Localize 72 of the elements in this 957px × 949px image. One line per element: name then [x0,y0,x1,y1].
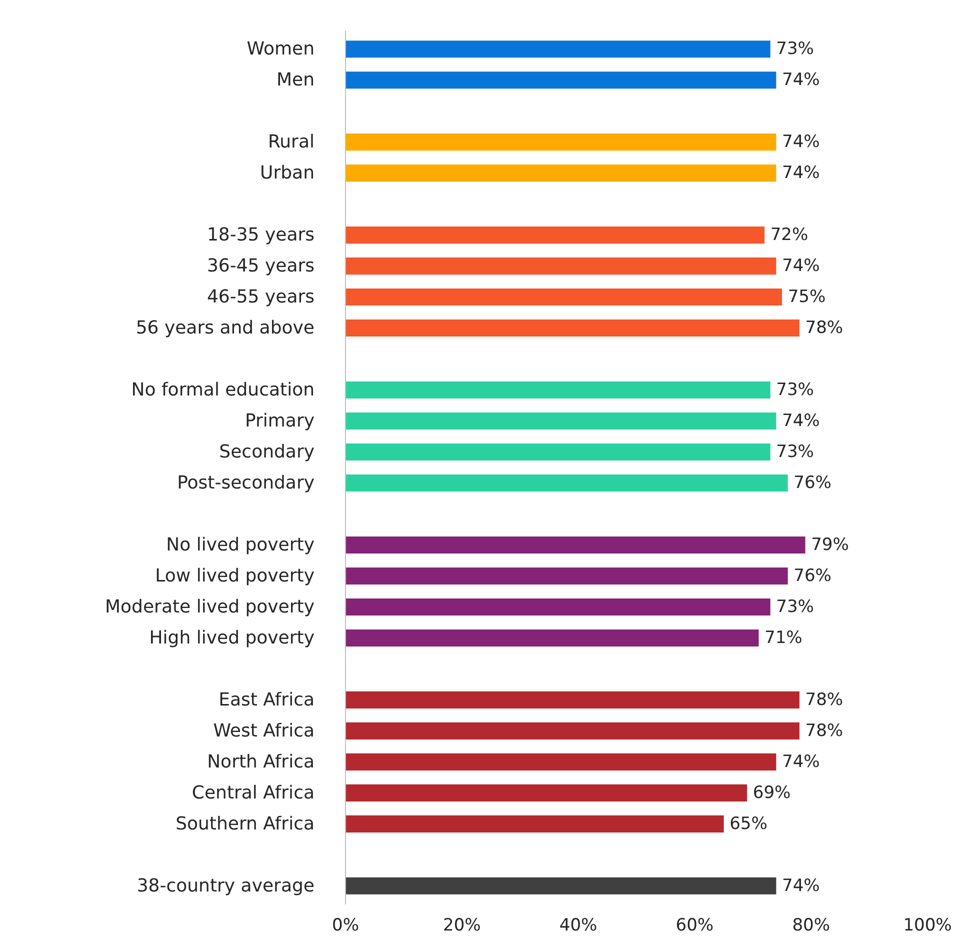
data-label: 73% [776,596,814,617]
x-tick-label: 0% [332,916,359,936]
data-label: 73% [776,39,814,60]
data-label: 69% [752,782,791,803]
bar [346,815,724,832]
data-label: 74% [782,256,820,276]
y-tick-label: Secondary [219,442,315,463]
y-tick-label: High lived poverty [149,627,315,648]
y-tick-label: Women [246,38,315,60]
y-tick-label: 46-55 years [206,286,314,308]
data-label: 74% [782,411,820,432]
y-tick-label: 18-35 years [206,224,314,246]
bar [346,753,776,770]
bar [346,40,770,58]
data-label: 74% [782,752,820,772]
data-label: 76% [794,472,832,493]
bar [346,134,776,151]
y-tick-label: East Africa [218,689,315,710]
bar [346,722,800,740]
bar [346,784,748,802]
bar [346,320,800,337]
data-label: 75% [788,287,826,308]
bar [346,877,776,894]
bar [346,474,788,492]
y-tick-label: Urban [260,162,315,184]
y-tick-label: 56 years and above [136,318,315,339]
y-tick-label: Low lived poverty [155,565,315,586]
bar [346,443,770,461]
data-label: 73% [776,380,814,400]
bar [346,381,770,399]
data-label: 71% [764,628,802,648]
data-label: 79% [811,534,849,555]
x-tick-label: 80% [792,916,830,936]
data-label: 74% [782,876,820,896]
data-label: 78% [805,690,844,710]
bar [346,536,806,554]
bar [346,226,765,244]
data-label: 65% [730,814,768,834]
y-tick-label: 36-45 years [206,256,314,277]
data-label: 73% [776,442,814,462]
data-label: 78% [805,720,844,741]
bar [346,412,776,430]
bar [346,567,788,584]
x-tick-label: 100% [903,916,952,936]
y-tick-label: Rural [268,132,315,153]
data-label: 74% [782,163,820,184]
bar [346,598,770,616]
data-label: 72% [770,225,808,246]
data-label: 74% [782,132,820,152]
y-tick-label: West Africa [213,720,314,742]
data-label: 74% [782,70,820,90]
y-tick-label: Moderate lived poverty [105,596,315,618]
y-tick-label: Primary [244,410,315,432]
y-tick-label: No formal education [131,380,314,401]
y-tick-label: Southern Africa [176,813,314,834]
data-label: 78% [805,318,844,338]
y-tick-label: 38-country average [136,875,315,896]
data-label: 76% [794,566,832,586]
y-tick-label: Post-secondary [177,472,315,494]
bar [346,72,776,89]
bar [346,629,759,646]
bar [346,164,776,182]
x-tick-label: 20% [443,916,481,936]
bar [346,691,800,708]
y-tick-label: Central Africa [192,782,315,804]
x-tick-label: 40% [559,916,598,936]
x-tick-label: 60% [676,916,714,936]
y-tick-label: No lived poverty [166,534,315,556]
bar [346,288,782,306]
y-tick-label: North Africa [207,751,315,772]
y-tick-label: Men [276,70,315,91]
bar [346,258,776,275]
